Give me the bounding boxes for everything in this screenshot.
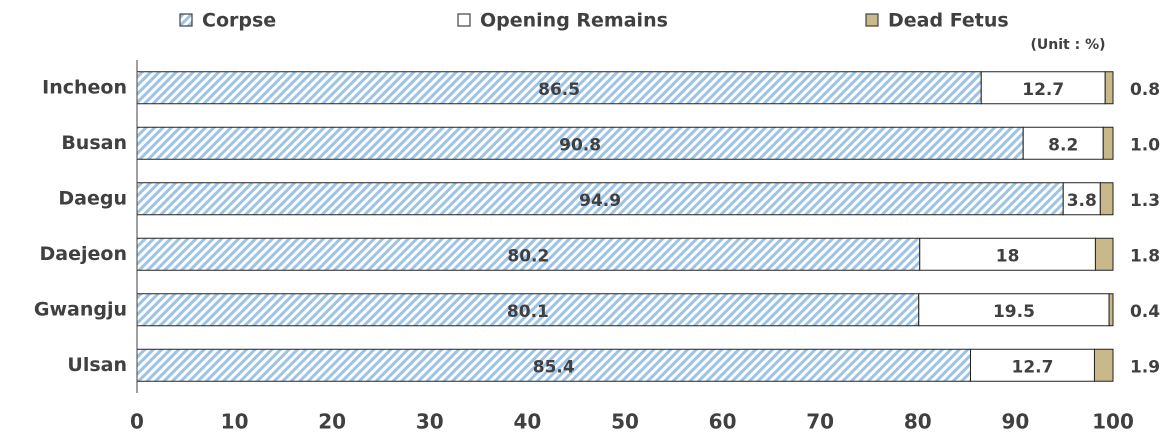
data-label: 1.0 <box>1130 135 1160 155</box>
x-tick-label: 30 <box>416 410 444 434</box>
data-label: 0.8 <box>1130 80 1160 100</box>
data-label: 1.3 <box>1130 191 1160 211</box>
bar-segment <box>980 71 1106 105</box>
data-label: 18 <box>996 246 1020 266</box>
y-tick-label: Gwangju <box>34 298 127 320</box>
x-tick-label: 80 <box>904 410 932 434</box>
x-tick-label: 50 <box>611 410 639 434</box>
data-label: 80.1 <box>507 302 549 322</box>
y-tick-label: Daejeon <box>40 243 127 265</box>
data-label: 8.2 <box>1048 135 1078 155</box>
legend-swatch <box>865 13 879 27</box>
bar-segment <box>1102 126 1114 160</box>
bar-segment <box>136 237 921 271</box>
x-tick-label: 10 <box>221 410 249 434</box>
legend-label: Corpse <box>202 10 276 32</box>
bar-segment <box>919 237 1096 271</box>
bar-segment <box>970 348 1095 382</box>
legend-swatch <box>179 13 193 27</box>
y-tick-label: Incheon <box>42 76 127 98</box>
bar-segment <box>1093 348 1114 382</box>
data-label: 1.9 <box>1130 357 1160 377</box>
legend-label: Dead Fetus <box>888 10 1009 32</box>
data-label: 12.7 <box>1022 80 1064 100</box>
data-label: 0.4 <box>1130 302 1160 322</box>
bar-segment <box>1099 182 1114 216</box>
y-tick-label: Busan <box>61 132 127 154</box>
data-label: 19.5 <box>993 302 1035 322</box>
x-tick-label: 20 <box>318 410 346 434</box>
data-label: 94.9 <box>579 191 621 211</box>
data-label: 3.8 <box>1067 191 1097 211</box>
data-label: 85.4 <box>533 357 575 377</box>
bar-segment <box>1108 293 1114 327</box>
bar-segment <box>136 182 1064 216</box>
bar-segment <box>1094 237 1114 271</box>
x-tick-label: 0 <box>130 410 144 434</box>
legend-label: Opening Remains <box>480 10 668 32</box>
data-label: 12.7 <box>1012 357 1054 377</box>
bar-segment <box>1104 71 1114 105</box>
x-tick-label: 90 <box>1001 410 1029 434</box>
bar-segment <box>136 71 982 105</box>
bar-segment <box>1062 182 1101 216</box>
x-tick-label: 100 <box>1092 410 1134 434</box>
bar-segment <box>918 293 1110 327</box>
y-tick-label: Ulsan <box>67 354 127 376</box>
data-label: 90.8 <box>559 135 601 155</box>
data-label: 86.5 <box>538 80 580 100</box>
y-tick-label: Daegu <box>58 187 127 209</box>
x-tick-label: 70 <box>806 410 834 434</box>
legend-swatch <box>457 13 471 27</box>
unit-note: (Unit : %) <box>1031 37 1106 53</box>
x-tick-label: 40 <box>513 410 541 434</box>
data-label: 80.2 <box>507 246 549 266</box>
x-tick-label: 60 <box>709 410 737 434</box>
data-label: 1.8 <box>1130 246 1160 266</box>
bar-segment <box>136 126 1024 160</box>
